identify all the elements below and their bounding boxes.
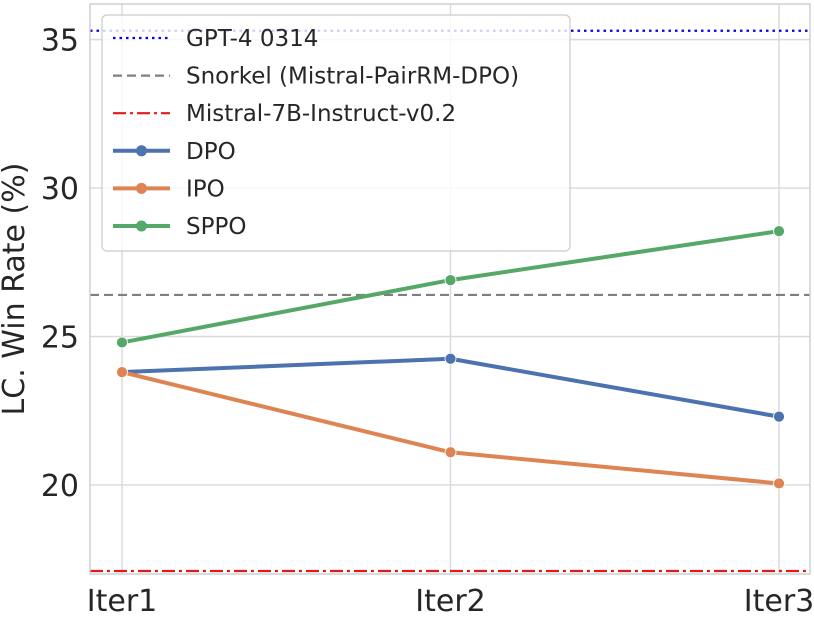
legend-marker-DPO [136, 145, 147, 157]
x-tick-label-Iter3: Iter3 [744, 584, 814, 612]
legend-label-IPO: IPO [186, 176, 225, 202]
series-layer [116, 225, 785, 490]
data-point-DPO-Iter3 [773, 410, 785, 423]
legend-label-DPO: DPO [186, 139, 236, 165]
data-point-SPPO-Iter3 [773, 225, 785, 238]
legend-label-SPPO: SPPO [186, 214, 246, 240]
legend: GPT-4 0314 Snorkel (Mistral-PairRM-DPO) Mi… [101, 14, 571, 252]
y-tick-label-30: 30 [41, 172, 79, 207]
data-point-IPO-Iter3 [773, 477, 785, 490]
legend-marker-SPPO [136, 220, 147, 232]
data-point-SPPO-Iter2 [444, 274, 457, 286]
data-point-IPO-Iter2 [444, 446, 457, 459]
legend-label-GPT-4 0314: GPT-4 0314 [186, 26, 318, 52]
x-tick-label-Iter2: Iter2 [415, 584, 486, 612]
plot-frame [89, 3, 811, 575]
data-point-IPO-Iter1 [116, 366, 128, 379]
legend-marker-IPO [136, 182, 147, 194]
y-axis-title: LC. Win Rate (%) [0, 163, 32, 416]
legend-box [101, 14, 571, 252]
y-tick-label-25: 25 [41, 321, 79, 356]
data-point-DPO-Iter2 [444, 352, 457, 365]
data-point-SPPO-Iter1 [116, 336, 128, 349]
x-tick-label-Iter1: Iter1 [87, 584, 158, 612]
legend-label-Snorkel (Mistral-PairRM-DPO): Snorkel (Mistral-PairRM-DPO) [186, 64, 519, 90]
legend-label-Mistral-7B-Instruct-v0.2: Mistral-7B-Instruct-v0.2 [186, 101, 456, 127]
y-tick-label-20: 20 [41, 469, 79, 504]
y-tick-label-35: 35 [41, 24, 79, 59]
